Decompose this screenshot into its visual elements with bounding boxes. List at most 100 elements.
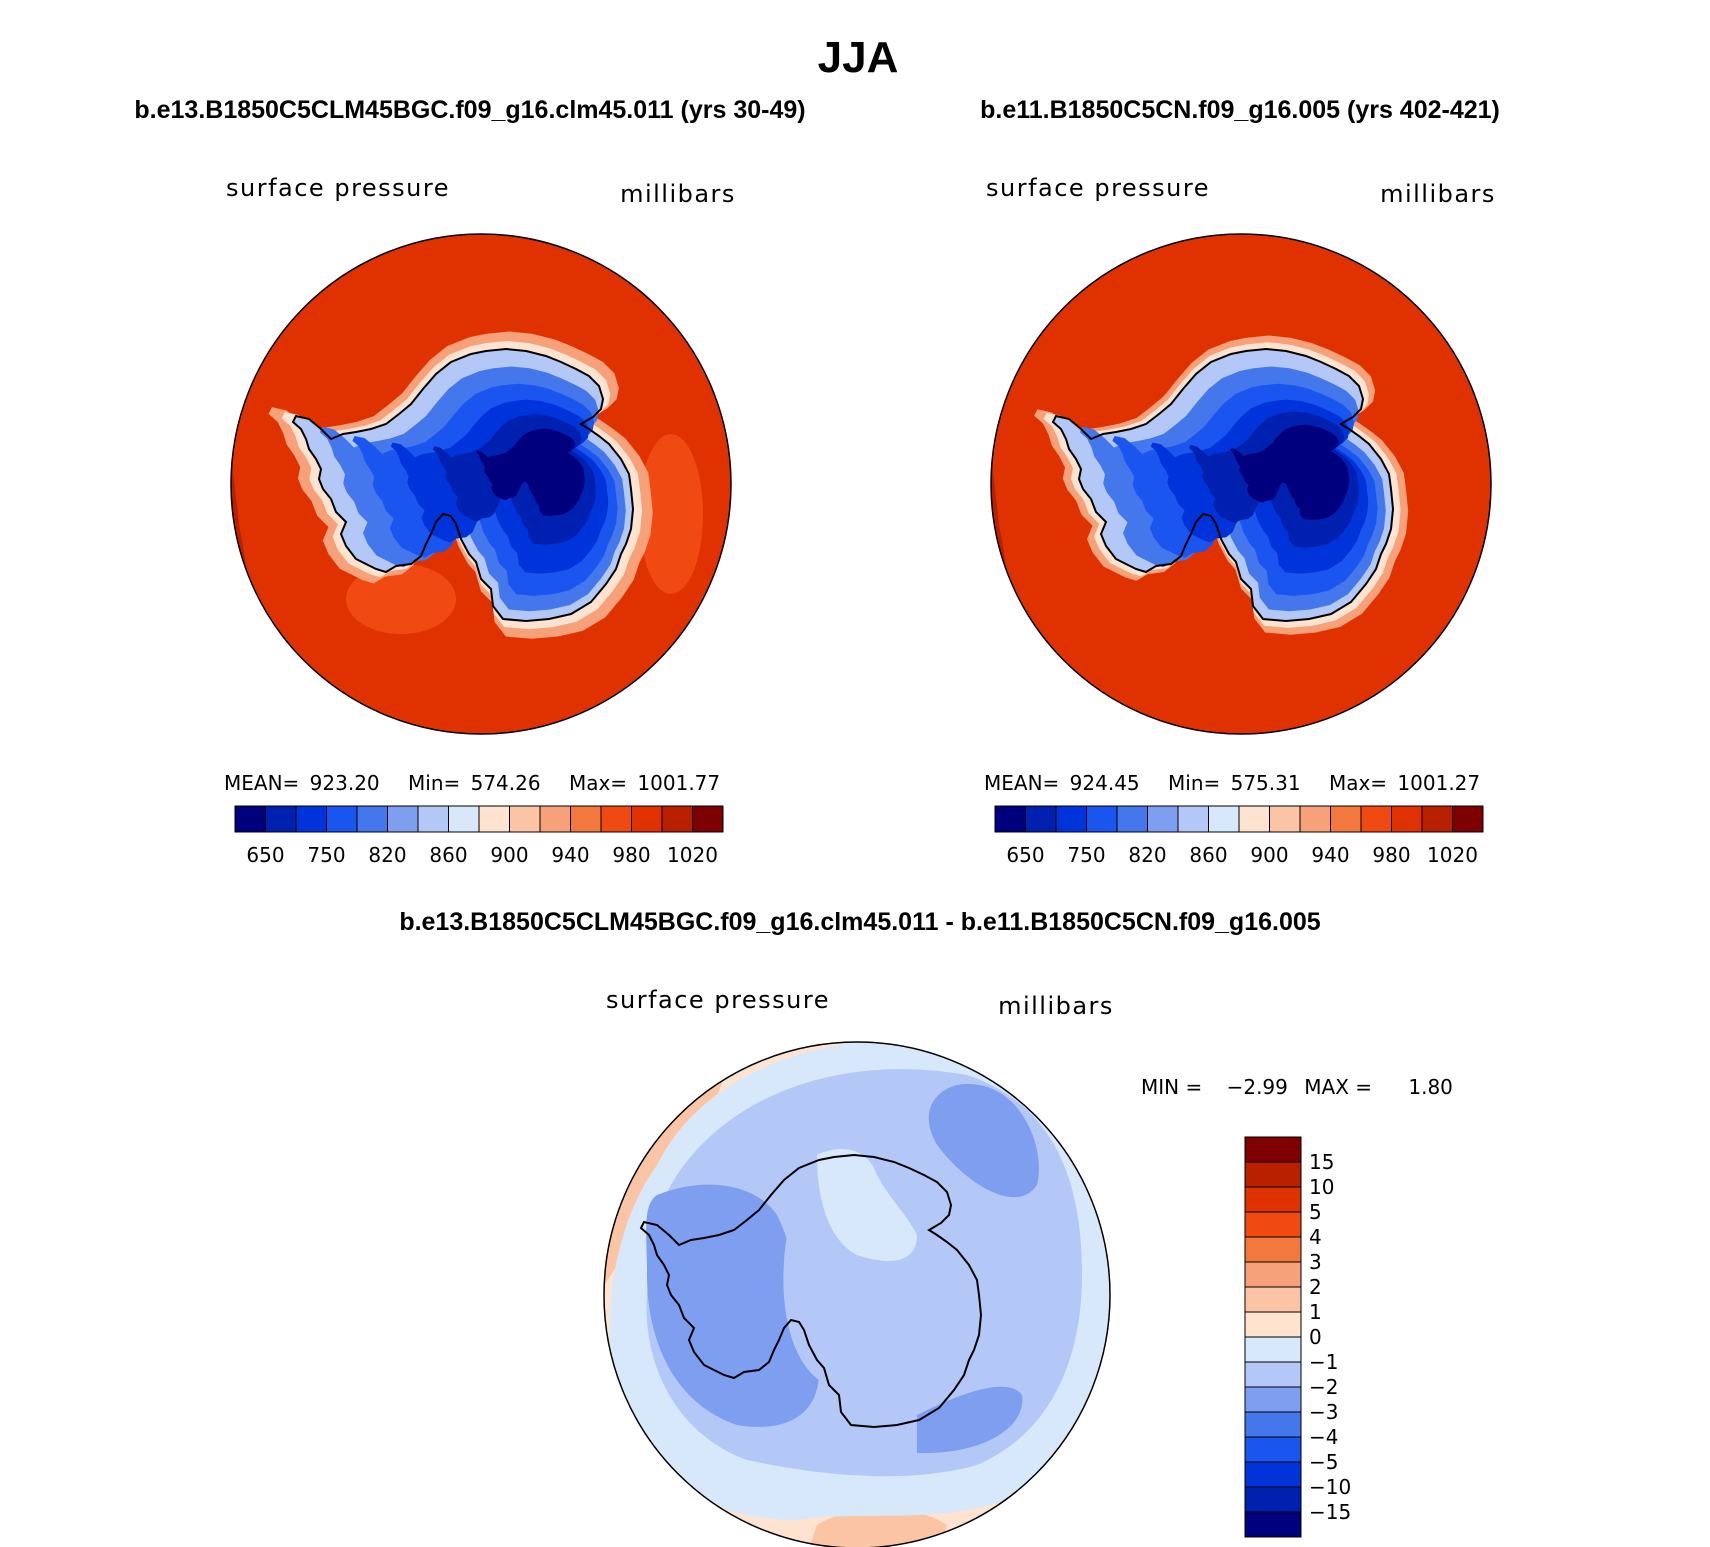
- colorbar-swatch: [600, 805, 632, 833]
- left-high-cell-east: [639, 434, 703, 594]
- colorbar-tick-label: 980: [1372, 843, 1410, 867]
- colorbar-swatch: [1244, 1311, 1302, 1338]
- colorbar-swatch: [356, 805, 388, 833]
- colorbar-tick-label: 980: [612, 843, 650, 867]
- colorbar-swatch: [1244, 1136, 1302, 1163]
- colorbar-swatch: [1244, 1336, 1302, 1363]
- colorbar-swatch: [1116, 805, 1148, 833]
- colorbar-swatch: [1244, 1236, 1302, 1263]
- left-stats: MEAN= 923.20 Min= 574.26 Max= 1001.77: [224, 771, 720, 795]
- colorbar-tick-label: 750: [307, 843, 345, 867]
- left-units-label: millibars: [620, 180, 736, 208]
- colorbar-swatch: [448, 805, 480, 833]
- colorbar-swatch: [478, 805, 510, 833]
- colorbar-swatch: [1391, 805, 1423, 833]
- colorbar-tick-label: −3: [1309, 1400, 1338, 1424]
- colorbar-swatch: [1452, 805, 1484, 833]
- colorbar-swatch: [1244, 1486, 1302, 1513]
- diff-variable-label: surface pressure: [606, 986, 830, 1014]
- colorbar-swatch: [417, 805, 449, 833]
- colorbar-swatch: [234, 805, 266, 833]
- colorbar-swatch: [1055, 805, 1087, 833]
- colorbar-tick-label: 3: [1309, 1250, 1322, 1274]
- colorbar-tick-label: 650: [246, 843, 284, 867]
- colorbar-tick-label: 900: [490, 843, 528, 867]
- left-polar-map: [230, 233, 732, 735]
- colorbar-tick-label: 10: [1309, 1175, 1334, 1199]
- colorbar-swatch: [1269, 805, 1301, 833]
- colorbar-swatch: [1238, 805, 1270, 833]
- colorbar-tick-label: 940: [1311, 843, 1349, 867]
- diff-zero-interior: [817, 1149, 917, 1261]
- colorbar-swatch: [539, 805, 571, 833]
- colorbar-tick-label: 1020: [1427, 843, 1478, 867]
- colorbar-swatch: [692, 805, 724, 833]
- colorbar-swatch: [1244, 1161, 1302, 1188]
- right-variable-label: surface pressure: [986, 174, 1210, 202]
- colorbar-tick-label: −5: [1309, 1450, 1338, 1474]
- colorbar-swatch: [1244, 1186, 1302, 1213]
- right-colorbar: 650 750 820 860 900 940 980 1020: [994, 805, 1484, 867]
- left-variable-label: surface pressure: [226, 174, 450, 202]
- colorbar-swatch: [1244, 1386, 1302, 1413]
- left-edge-band: [231, 454, 251, 594]
- colorbar-swatch: [1244, 1261, 1302, 1288]
- colorbar-tick-label: −2: [1309, 1375, 1338, 1399]
- colorbar-swatch: [1208, 805, 1240, 833]
- diff-minus2-west: [646, 1184, 819, 1427]
- colorbar-tick-label: 5: [1309, 1200, 1322, 1224]
- right-case-title: b.e11.B1850C5CN.f09_g16.005 (yrs 402-421…: [980, 96, 1500, 124]
- colorbar-swatch: [1244, 1436, 1302, 1463]
- right-stats: MEAN= 924.45 Min= 575.31 Max= 1001.27: [984, 771, 1480, 795]
- colorbar-tick-label: −1: [1309, 1350, 1338, 1374]
- colorbar-swatch: [1244, 1411, 1302, 1438]
- colorbar-swatch: [1244, 1361, 1302, 1388]
- colorbar-swatch: [1244, 1211, 1302, 1238]
- colorbar-tick-label: −10: [1309, 1475, 1351, 1499]
- right-edge-band: [991, 454, 1011, 594]
- colorbar-swatch: [1147, 805, 1179, 833]
- colorbar-tick-label: 15: [1309, 1150, 1334, 1174]
- colorbar-swatch: [387, 805, 419, 833]
- colorbar-swatch: [994, 805, 1026, 833]
- colorbar-swatch: [295, 805, 327, 833]
- colorbar-swatch: [631, 805, 663, 833]
- colorbar-tick-label: 820: [368, 843, 406, 867]
- left-panel: surface pressure millibars MEAN=: [224, 174, 736, 867]
- colorbar-tick-label: 1020: [667, 843, 718, 867]
- left-colorbar: 650 750 820 860 900 940 980 1020: [234, 805, 724, 867]
- diff-polar-map: [603, 1041, 1111, 1547]
- diff-title: b.e13.B1850C5CLM45BGC.f09_g16.clm45.011 …: [399, 908, 1320, 936]
- colorbar-swatch: [1421, 805, 1453, 833]
- colorbar-swatch: [1299, 805, 1331, 833]
- colorbar-swatch: [1025, 805, 1057, 833]
- colorbar-tick-label: 750: [1067, 843, 1105, 867]
- colorbar-swatch: [1330, 805, 1362, 833]
- right-panel: surface pressure millibars MEAN= 924.45 …: [984, 174, 1494, 867]
- diff-stats: MIN = −2.99 MAX = 1.80: [1141, 1075, 1453, 1099]
- colorbar-tick-label: −4: [1309, 1425, 1338, 1449]
- colorbar-swatch: [661, 805, 693, 833]
- colorbar-swatch: [326, 805, 358, 833]
- diff-minus2-northeast: [928, 1084, 1039, 1198]
- colorbar-swatch: [1244, 1461, 1302, 1488]
- left-case-title: b.e13.B1850C5CLM45BGC.f09_g16.clm45.011 …: [134, 96, 805, 124]
- colorbar-tick-label: 900: [1250, 843, 1288, 867]
- left-map-border: [230, 233, 732, 735]
- diff-map-border: [603, 1041, 1111, 1547]
- colorbar-swatch: [265, 805, 297, 833]
- colorbar-swatch: [1244, 1511, 1302, 1538]
- colorbar-tick-label: 2: [1309, 1275, 1322, 1299]
- diff-panel: surface pressure millibars MIN = −2.99: [603, 986, 1453, 1547]
- colorbar-swatch: [509, 805, 541, 833]
- colorbar-tick-label: 860: [1189, 843, 1227, 867]
- colorbar-tick-label: 940: [551, 843, 589, 867]
- colorbar-tick-label: 0: [1309, 1325, 1322, 1349]
- colorbar-tick-label: 650: [1006, 843, 1044, 867]
- colorbar-tick-label: 4: [1309, 1225, 1322, 1249]
- colorbar-swatch: [1177, 805, 1209, 833]
- diff-units-label: millibars: [998, 992, 1114, 1020]
- right-map-border: [990, 233, 1492, 735]
